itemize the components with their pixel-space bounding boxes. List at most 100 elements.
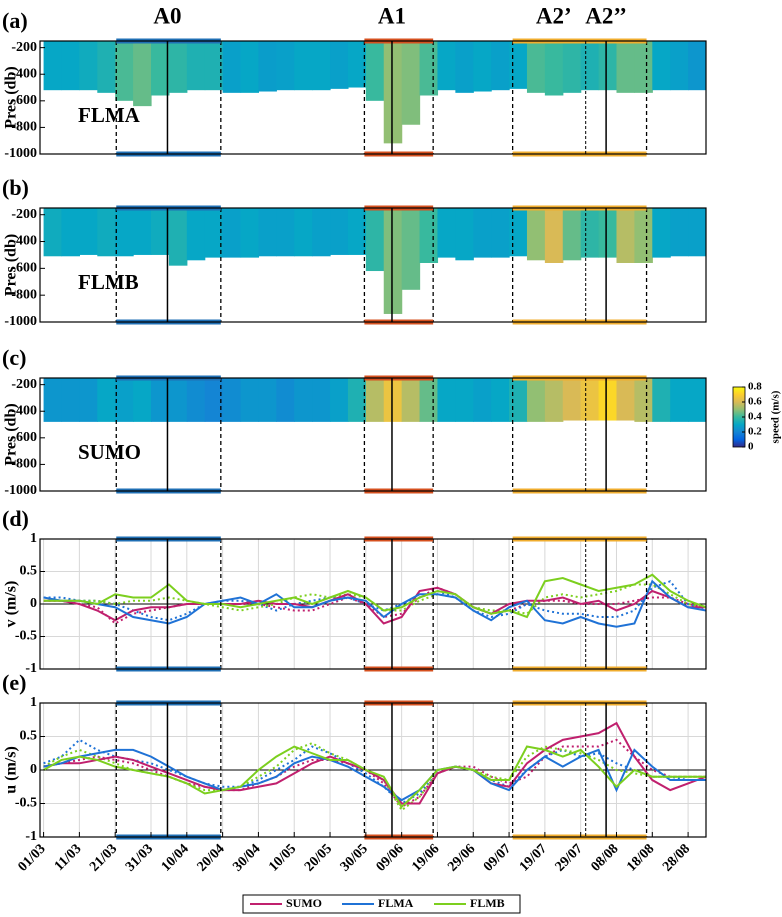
y-tick-label: -800: [11, 457, 37, 472]
heat-cell: [401, 41, 421, 125]
y-tick-label: -0.5: [15, 629, 37, 644]
y-tick-label: -600: [11, 261, 37, 276]
legend-box: [242, 894, 521, 914]
heat-cell: [473, 378, 492, 422]
y-tick-label: -200: [11, 377, 37, 392]
heat-cell: [383, 41, 403, 144]
heat-cell: [365, 378, 385, 422]
heat-cell: [365, 208, 385, 272]
heat-cell: [580, 208, 600, 258]
y-tick-label: -1: [25, 661, 37, 676]
y-tick-label: -200: [11, 40, 37, 55]
panel-label: (d): [2, 506, 29, 531]
heat-cell: [455, 41, 474, 93]
y-axis-label: Pres (db): [3, 403, 20, 465]
x-tick-label: 29/06: [445, 841, 478, 874]
heat-cell: [598, 378, 618, 421]
heat-cell: [509, 378, 528, 422]
heat-cell: [688, 378, 706, 422]
heat-cell: [509, 41, 528, 89]
colorbar-tick-label: 0.8: [748, 381, 762, 393]
heat-cell: [312, 208, 331, 257]
heat-cell: [222, 378, 242, 422]
heat-cell: [115, 378, 134, 422]
event-label: A2’’: [585, 3, 627, 28]
float-name: FLMB: [78, 270, 139, 294]
heat-cell: [330, 41, 349, 89]
heat-cell: [330, 378, 349, 422]
x-tick-label: 19/07: [517, 841, 550, 874]
heat-cell: [544, 208, 564, 263]
heat-cell: [347, 378, 367, 422]
heat-cell: [419, 41, 439, 96]
float-name: FLMA: [78, 103, 141, 127]
y-axis-label: u (m/s): [3, 746, 20, 794]
heat-cell: [544, 378, 564, 422]
y-tick-label: -600: [11, 430, 37, 445]
heat-cell: [312, 41, 331, 91]
y-tick-label: -0.5: [15, 796, 37, 811]
heat-cell: [61, 208, 80, 257]
heat-cell: [133, 378, 152, 422]
heat-cell: [562, 41, 582, 93]
heat-cell: [652, 378, 671, 422]
heat-cell: [670, 208, 689, 257]
series-line: [43, 748, 706, 802]
x-tick-label: 30/04: [230, 841, 263, 874]
heat-cell: [383, 378, 403, 422]
panel-label: (e): [2, 670, 26, 695]
x-tick-label: 09/06: [374, 841, 407, 874]
y-tick-label: -400: [11, 66, 37, 81]
heat-cell: [133, 41, 152, 107]
heat-cell: [61, 41, 80, 91]
heat-cell: [580, 378, 600, 421]
heat-cell: [365, 41, 385, 101]
heat-cell: [562, 208, 582, 261]
heat-cell: [294, 41, 313, 91]
y-tick-label: 0.5: [20, 564, 38, 579]
heat-cell: [562, 378, 582, 421]
heat-cell: [240, 41, 260, 93]
heat-cell: [61, 378, 80, 422]
series-line: [43, 745, 706, 809]
heat-cell: [79, 378, 98, 422]
heat-cell: [437, 208, 456, 258]
heat-cell: [634, 378, 653, 422]
heat-cell: [294, 208, 313, 257]
plot-area: [40, 208, 706, 322]
dotted-line: [43, 586, 706, 625]
y-tick-label: -200: [11, 207, 37, 222]
y-tick-label: -1000: [4, 146, 37, 161]
event-label: A1: [378, 3, 406, 28]
heat-cell: [97, 208, 116, 257]
heat-cell: [151, 378, 170, 422]
heat-cell: [222, 208, 242, 258]
heat-cell: [276, 41, 295, 91]
x-tick-label: 01/03: [16, 841, 49, 874]
heat-cell: [133, 208, 152, 255]
heat-cell: [401, 378, 421, 422]
heat-cell: [652, 208, 671, 258]
heat-cell: [473, 41, 492, 92]
series-line: [43, 579, 706, 628]
heat-cell: [544, 41, 564, 96]
heat-cell: [222, 41, 242, 93]
x-tick-label: 09/07: [481, 841, 514, 874]
plot-area: [40, 41, 706, 154]
heat-cell: [294, 378, 313, 422]
x-tick-label: 28/08: [660, 841, 693, 874]
plot-frame: [39, 377, 707, 492]
heat-cell: [347, 41, 367, 88]
series-line: [43, 721, 706, 805]
colorbar-tick-label: 0.2: [748, 426, 762, 438]
heat-cell: [97, 378, 116, 422]
heat-cell: [43, 41, 63, 91]
heat-cell: [97, 41, 116, 93]
heat-cell: [330, 208, 349, 255]
heat-cell: [688, 41, 706, 91]
heat-cell: [616, 41, 635, 93]
heat-cell: [276, 378, 295, 422]
heat-cell: [204, 378, 224, 422]
heat-cell: [151, 208, 170, 255]
